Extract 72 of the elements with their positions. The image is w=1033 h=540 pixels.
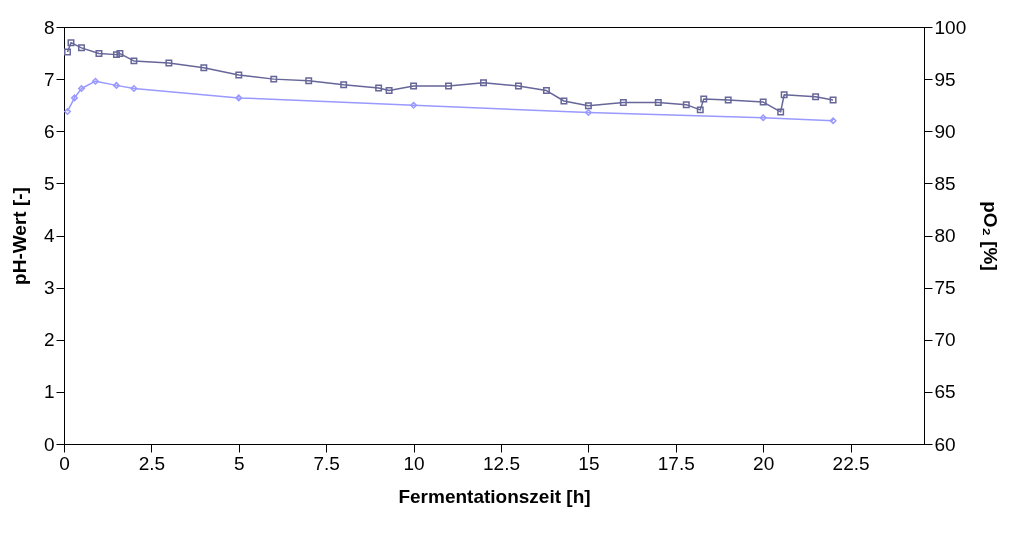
point bbox=[64, 48, 71, 56]
x-tick-label: 7.5 bbox=[313, 452, 340, 474]
point bbox=[700, 95, 708, 103]
point bbox=[682, 101, 690, 109]
point bbox=[385, 87, 393, 95]
point bbox=[116, 50, 124, 58]
y2-axis-title: pO₂ [%] bbox=[980, 201, 1002, 271]
point bbox=[71, 94, 78, 102]
point bbox=[130, 85, 138, 92]
y-tick-label: 5 bbox=[43, 172, 55, 194]
point bbox=[780, 91, 788, 99]
x-tick-label: 10 bbox=[403, 452, 425, 474]
point bbox=[410, 101, 418, 109]
point bbox=[270, 75, 278, 83]
x-tick-label: 5 bbox=[234, 452, 245, 474]
y2-tick-label: 100 bbox=[934, 16, 967, 38]
y-tick-label: 4 bbox=[43, 225, 55, 246]
y2-tick-label: 70 bbox=[934, 329, 956, 351]
point bbox=[829, 96, 837, 104]
x-tick-label: 22.5 bbox=[832, 452, 870, 474]
x-tick-label: 2.5 bbox=[138, 452, 166, 474]
point bbox=[200, 64, 208, 72]
point bbox=[812, 93, 820, 101]
point bbox=[112, 81, 120, 89]
point bbox=[95, 50, 103, 58]
point bbox=[514, 82, 522, 90]
x-tick-label: 15 bbox=[578, 452, 600, 474]
y-axis-title: pH-Wert [-] bbox=[8, 187, 30, 285]
point bbox=[165, 59, 173, 67]
y-tick-label: 2 bbox=[43, 329, 55, 351]
point bbox=[696, 106, 704, 114]
x-tick-label: 0 bbox=[59, 452, 70, 474]
point bbox=[91, 77, 99, 85]
point bbox=[542, 87, 550, 95]
y-tick-label: 6 bbox=[43, 120, 55, 142]
y2-tick-label: 60 bbox=[934, 433, 956, 455]
point bbox=[375, 84, 383, 92]
point bbox=[445, 82, 453, 90]
point bbox=[112, 51, 120, 59]
point bbox=[67, 39, 75, 47]
point bbox=[619, 99, 627, 107]
y2-tick-label: 80 bbox=[934, 225, 956, 246]
y-tick-label: 1 bbox=[43, 381, 55, 403]
x-tick-label: 17.5 bbox=[657, 452, 695, 474]
point bbox=[340, 81, 348, 89]
y2-tick-label: 90 bbox=[934, 120, 956, 142]
point bbox=[305, 77, 313, 85]
x-tick-label: 20 bbox=[753, 452, 775, 474]
point bbox=[829, 117, 837, 125]
y2-tick-label: 95 bbox=[934, 68, 956, 90]
point bbox=[759, 114, 767, 122]
point bbox=[410, 82, 418, 90]
point bbox=[724, 96, 732, 104]
y2-tick-label: 85 bbox=[934, 172, 956, 194]
point bbox=[77, 44, 85, 52]
y-tick-label: 3 bbox=[43, 277, 55, 299]
y2-tick-label: 75 bbox=[934, 277, 956, 299]
point bbox=[584, 102, 592, 110]
point bbox=[130, 57, 138, 65]
y-tick-label: 0 bbox=[43, 433, 55, 455]
point bbox=[480, 79, 487, 87]
point bbox=[777, 108, 785, 116]
point bbox=[235, 71, 243, 79]
y-tick-label: 8 bbox=[43, 16, 55, 38]
x-tick-label: 12.5 bbox=[483, 452, 520, 474]
point bbox=[654, 99, 662, 107]
y-tick-label: 7 bbox=[43, 68, 55, 90]
point bbox=[560, 97, 568, 105]
x-axis-title: Fermentationszeit [h] bbox=[398, 485, 591, 507]
point bbox=[235, 94, 243, 102]
y2-tick-label: 65 bbox=[934, 381, 956, 403]
point bbox=[759, 98, 767, 106]
